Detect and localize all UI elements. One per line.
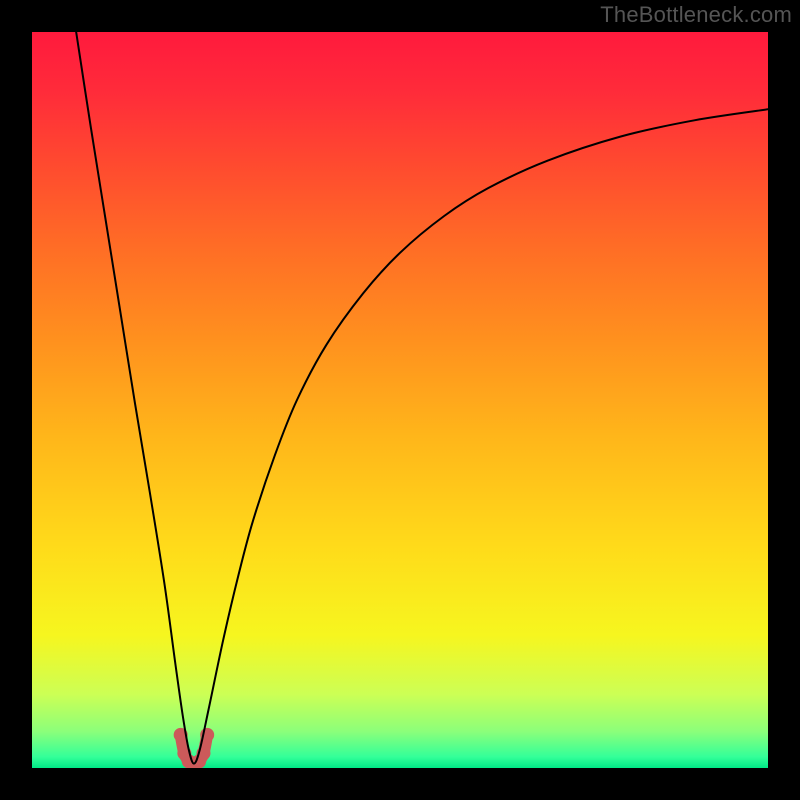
chart-outer: TheBottleneck.com [0, 0, 800, 800]
watermark-text: TheBottleneck.com [600, 2, 792, 28]
chart-svg [32, 32, 768, 768]
gradient-background [32, 32, 768, 768]
plot-area [32, 32, 768, 768]
